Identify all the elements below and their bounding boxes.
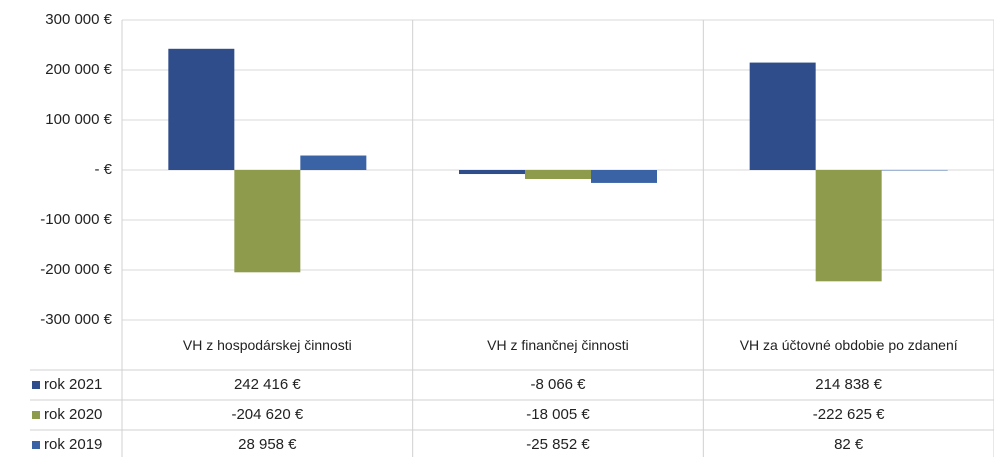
- y-tick-label: 300 000 €: [45, 11, 112, 28]
- bar: [525, 170, 591, 180]
- data-table-value: -8 066 €: [530, 376, 586, 393]
- category-label: VH z finančnej činnosti: [487, 337, 629, 353]
- legend-label: rok 2020: [44, 406, 102, 423]
- bar: [300, 155, 367, 170]
- bar: [234, 170, 301, 273]
- y-tick-label: -200 000 €: [40, 261, 112, 278]
- bar: [168, 48, 235, 170]
- legend-swatch: [32, 381, 40, 389]
- bar: [459, 170, 525, 175]
- bar: [815, 170, 882, 282]
- data-table-value: -222 625 €: [813, 406, 885, 423]
- legend-swatch: [32, 441, 40, 449]
- category-label: VH z hospodárskej činnosti: [182, 337, 352, 353]
- data-table-value: 82 €: [834, 436, 864, 453]
- legend-label: rok 2019: [44, 436, 102, 453]
- y-tick-label: -300 000 €: [40, 311, 112, 328]
- y-tick-label: 100 000 €: [45, 111, 112, 128]
- y-tick-label: - €: [94, 161, 112, 178]
- bar: [749, 62, 816, 170]
- bar: [881, 169, 948, 171]
- legend-swatch: [32, 411, 40, 419]
- bar: [591, 170, 657, 183]
- data-table-value: -18 005 €: [526, 406, 590, 423]
- data-table-value: -25 852 €: [526, 436, 590, 453]
- category-label: VH za účtovné obdobie po zdanení: [739, 337, 958, 353]
- legend-label: rok 2021: [44, 376, 102, 393]
- y-tick-label: 200 000 €: [45, 61, 112, 78]
- data-table-value: 28 958 €: [238, 436, 297, 453]
- data-table-value: 242 416 €: [234, 376, 301, 393]
- data-table-value: -204 620 €: [231, 406, 303, 423]
- data-table-value: 214 838 €: [815, 376, 882, 393]
- y-tick-label: -100 000 €: [40, 211, 112, 228]
